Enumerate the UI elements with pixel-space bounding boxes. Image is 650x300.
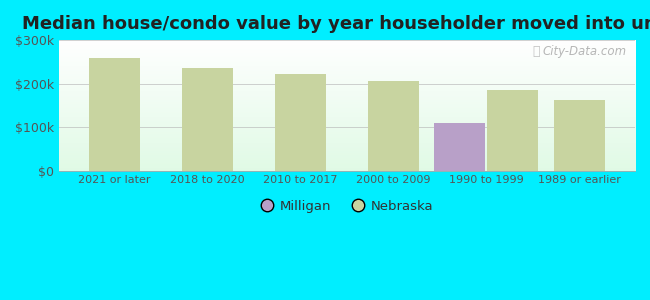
Legend: Milligan, Nebraska: Milligan, Nebraska — [255, 195, 439, 219]
Bar — [488, 90, 538, 171]
Title: Median house/condo value by year householder moved into unit: Median house/condo value by year househo… — [22, 15, 650, 33]
Bar — [368, 81, 419, 171]
Bar — [89, 58, 140, 171]
Text: City-Data.com: City-Data.com — [542, 45, 627, 58]
Bar — [434, 123, 486, 171]
Bar — [554, 100, 604, 171]
Bar — [182, 68, 233, 171]
Bar — [275, 74, 326, 171]
Text: ⦿: ⦿ — [532, 45, 540, 58]
